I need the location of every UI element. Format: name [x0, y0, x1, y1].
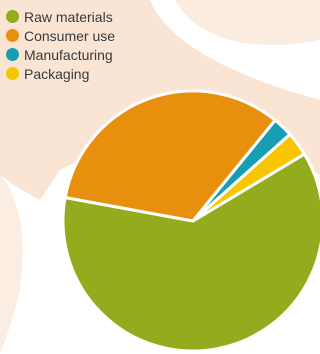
legend-label: Manufacturing [24, 46, 113, 63]
legend-item-raw-materials: Raw materials [6, 7, 115, 26]
legend-swatch-packaging [6, 67, 19, 80]
legend-item-consumer-use: Consumer use [6, 26, 115, 45]
background-blob-left [0, 175, 23, 354]
legend-label: Packaging [24, 65, 90, 82]
pie-slice-consumer-use [63, 89, 277, 223]
pie-slice-packaging [191, 132, 306, 223]
legend-item-packaging: Packaging [6, 64, 115, 83]
legend-swatch-consumer-use [6, 29, 19, 42]
legend-label: Raw materials [24, 8, 113, 25]
legend-label: Consumer use [24, 27, 116, 44]
background-blob-right [175, 0, 320, 45]
legend-swatch-raw-materials [6, 10, 19, 23]
legend-item-manufacturing: Manufacturing [6, 45, 115, 64]
chart-legend: Raw materials Consumer use Manufacturing… [6, 7, 115, 83]
legend-swatch-manufacturing [6, 48, 19, 61]
pie-slice-raw-materials [61, 152, 320, 353]
